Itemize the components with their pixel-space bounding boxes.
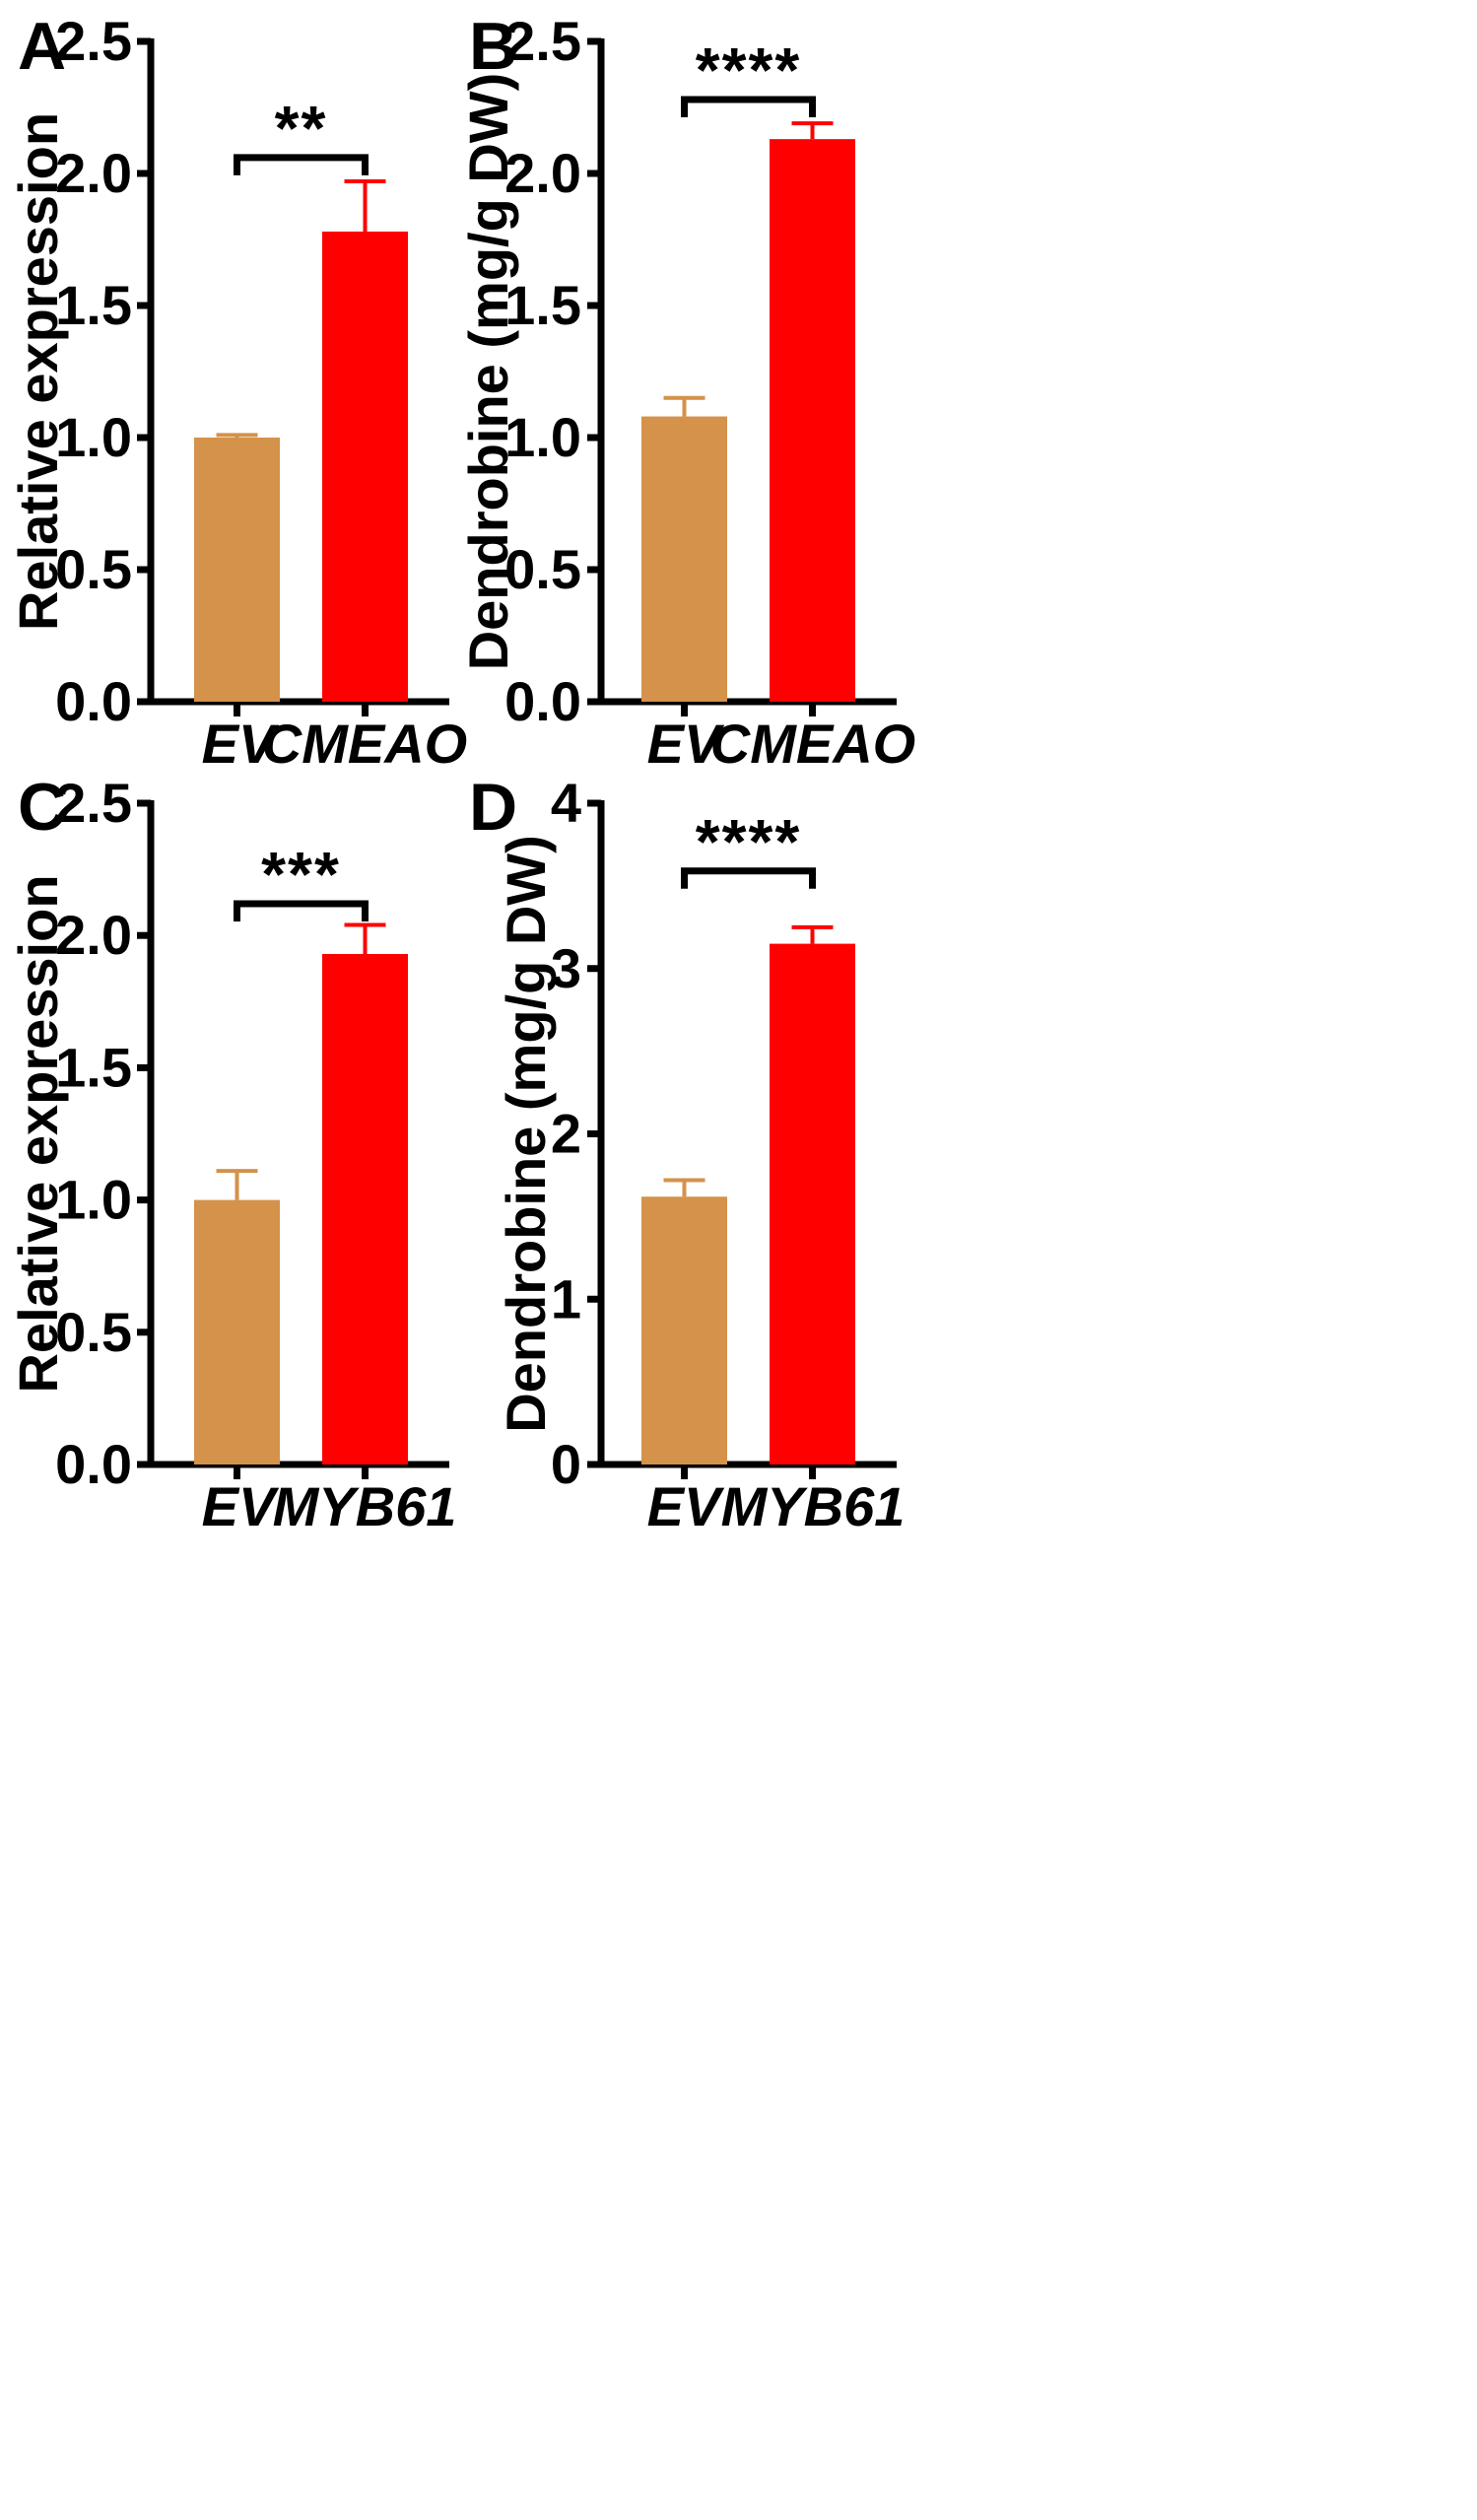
- panel-label: D: [469, 770, 517, 845]
- y-tick-label: 4: [551, 772, 581, 834]
- y-axis-title: Dendrobine (mg/g DW): [457, 73, 519, 671]
- panel-a: A 0.0 0.5 1.0 1.5 2.0 2.5 Relative expression EV…: [7, 9, 467, 775]
- y-tick-label: 1.5: [55, 274, 132, 336]
- bar-cmeao: [770, 139, 855, 702]
- panel-label: C: [18, 770, 66, 845]
- y-tick-label: 0.0: [504, 670, 581, 732]
- y-tick-label: 2.5: [55, 772, 132, 834]
- significance-bracket: [234, 900, 369, 921]
- panel-label: A: [18, 9, 66, 84]
- significance-bracket: [681, 867, 816, 889]
- bar-cmeao: [322, 231, 408, 702]
- panel-c: C 0.0 0.5 1.0 1.5 2.0 2.5 Relative expression EV…: [7, 770, 456, 1537]
- x-tick-label: CMEAO: [710, 713, 915, 775]
- x-tick-label: EV: [202, 1475, 280, 1537]
- y-axis-title: Relative expression: [7, 874, 69, 1393]
- bar-ev: [194, 1199, 280, 1464]
- y-tick-label: 0: [551, 1433, 581, 1495]
- y-tick-label: 2.5: [55, 10, 132, 72]
- bar-ev: [194, 438, 280, 702]
- y-tick-label: 0.5: [504, 538, 581, 600]
- bar-myb61: [770, 943, 855, 1464]
- y-tick-label: 2.5: [504, 10, 581, 72]
- panel-label: B: [469, 9, 517, 84]
- y-tick-label: 2.0: [504, 142, 581, 204]
- y-tick-label: 2.0: [55, 142, 132, 204]
- y-tick-label: 2: [551, 1103, 581, 1165]
- bar-myb61: [322, 953, 408, 1464]
- y-tick-label: 1.0: [504, 406, 581, 468]
- significance-bracket: [234, 154, 369, 175]
- x-tick-label: CMEAO: [262, 713, 467, 775]
- significance-label: ****: [696, 806, 802, 877]
- x-tick-label: EV: [202, 713, 280, 775]
- significance-bracket: [681, 96, 816, 117]
- x-tick-label: MYB61: [721, 1475, 906, 1537]
- y-tick-label: 2.0: [55, 904, 132, 966]
- y-tick-label: 1.5: [504, 274, 581, 336]
- y-tick-label: 1.5: [55, 1036, 132, 1098]
- y-tick-label: 1: [551, 1267, 581, 1329]
- y-axis-title: Dendrobine (mg/g DW): [495, 835, 557, 1433]
- y-tick-label: 0.0: [55, 670, 132, 732]
- y-tick-label: 1.0: [55, 406, 132, 468]
- x-tick-label: EV: [647, 713, 725, 775]
- y-tick-label: 0.5: [55, 1301, 132, 1363]
- x-tick-label: MYB61: [273, 1475, 457, 1537]
- significance-label: ****: [696, 34, 802, 105]
- y-tick-label: 1.0: [55, 1169, 132, 1231]
- y-tick-label: 0.0: [55, 1433, 132, 1495]
- y-axis-title: Relative expression: [7, 112, 69, 631]
- bar-ev: [641, 416, 727, 702]
- significance-label: ***: [261, 839, 341, 910]
- y-tick-label: 3: [551, 937, 581, 999]
- x-tick-label: EV: [647, 1475, 725, 1537]
- bar-ev: [641, 1196, 727, 1464]
- significance-label: **: [275, 93, 328, 164]
- y-tick-label: 0.5: [55, 538, 132, 600]
